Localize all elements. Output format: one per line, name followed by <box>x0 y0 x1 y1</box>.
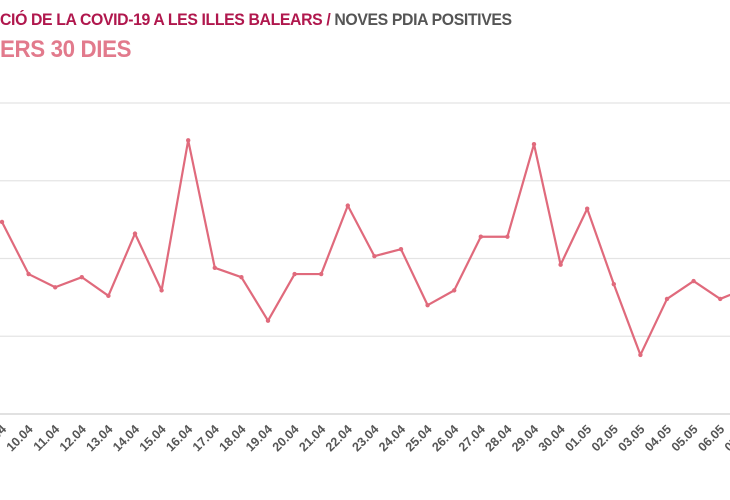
data-point[interactable] <box>212 265 217 271</box>
x-tick-label: 28.04 <box>483 422 515 454</box>
chart-title-secondary: NOVES PDIA POSITIVES <box>334 10 512 29</box>
data-point[interactable] <box>664 296 670 302</box>
x-tick-label: 15.04 <box>137 422 169 454</box>
x-tick-label: 26.04 <box>429 422 461 454</box>
data-point[interactable] <box>319 271 324 277</box>
x-tick-label: 01.05 <box>562 422 594 454</box>
x-tick-label: 29.04 <box>509 422 541 454</box>
x-tick-label: 06.05 <box>695 422 727 454</box>
x-tick-label: 18.04 <box>217 422 249 454</box>
data-point[interactable] <box>452 288 457 293</box>
data-point[interactable] <box>638 352 643 358</box>
data-point[interactable] <box>0 219 5 225</box>
data-point[interactable] <box>106 293 111 299</box>
series-line <box>1 139 730 357</box>
x-tick-label: 30.04 <box>536 422 568 454</box>
x-tick-label: 02.05 <box>589 422 621 454</box>
chart-title: CIÓ DE LA COVID-19 A LES ILLES BALEARS /… <box>0 10 512 30</box>
x-tick-label: 23.04 <box>350 422 382 454</box>
data-points <box>0 138 723 358</box>
x-axis-labels: 09.0410.0411.0412.0413.0414.0415.0416.04… <box>0 422 730 454</box>
x-tick-label: 04.05 <box>642 422 674 454</box>
data-point[interactable] <box>398 246 404 252</box>
x-tick-label: 22.04 <box>323 422 355 454</box>
x-tick-label: 19.04 <box>243 422 275 454</box>
x-tick-label: 21.04 <box>296 422 328 454</box>
x-tick-label: 17.04 <box>190 422 222 454</box>
data-point[interactable] <box>26 271 31 277</box>
x-tick-label: 12.04 <box>57 422 89 454</box>
chart-title-main: CIÓ DE LA COVID-19 A LES ILLES BALEARS / <box>0 10 331 29</box>
data-point[interactable] <box>558 262 563 267</box>
x-tick-label: 25.04 <box>403 422 435 454</box>
data-point[interactable] <box>611 281 616 287</box>
data-point[interactable] <box>691 278 696 284</box>
data-point[interactable] <box>478 234 483 239</box>
x-tick-label: 07.05 <box>722 422 730 454</box>
x-tick-label: 20.04 <box>270 422 302 454</box>
x-tick-label: 24.04 <box>376 422 408 454</box>
x-tick-label: 05.05 <box>669 422 701 454</box>
x-tick-label: 10.04 <box>4 422 36 454</box>
data-point[interactable] <box>345 203 350 208</box>
data-point[interactable] <box>718 296 723 302</box>
data-point[interactable] <box>265 318 271 323</box>
data-point[interactable] <box>585 206 590 211</box>
data-point[interactable] <box>186 138 191 143</box>
data-point[interactable] <box>505 234 510 239</box>
data-point[interactable] <box>53 285 58 290</box>
data-point[interactable] <box>425 302 430 308</box>
x-tick-label: 14.04 <box>110 422 142 454</box>
data-point[interactable] <box>531 142 537 147</box>
chart-subtitle: ERS 30 DIES <box>0 36 132 63</box>
x-tick-label: 11.04 <box>31 422 63 454</box>
x-tick-label: 13.04 <box>84 422 116 454</box>
x-tick-label: 27.04 <box>456 422 488 454</box>
data-point[interactable] <box>292 271 297 277</box>
data-point[interactable] <box>372 253 377 259</box>
data-point[interactable] <box>132 231 138 236</box>
data-point[interactable] <box>159 288 164 293</box>
data-point[interactable] <box>79 274 85 280</box>
data-point[interactable] <box>239 274 244 280</box>
x-tick-label: 16.04 <box>163 422 195 454</box>
x-tick-label: 03.05 <box>616 422 648 454</box>
gridlines <box>0 102 730 415</box>
